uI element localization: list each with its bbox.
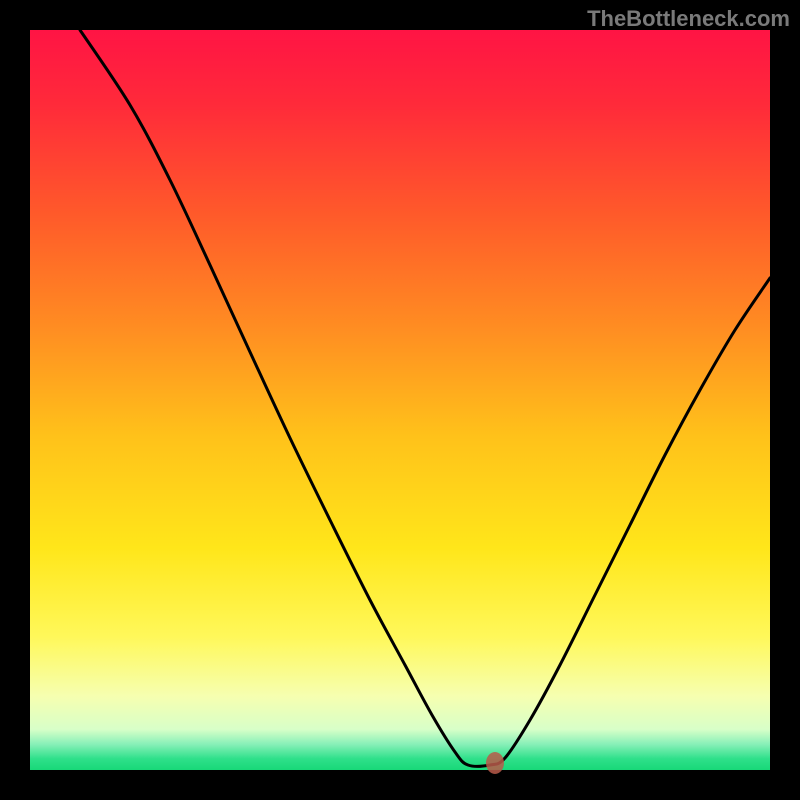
- chart-container: TheBottleneck.com: [0, 0, 800, 800]
- watermark-text: TheBottleneck.com: [587, 6, 790, 32]
- plot-gradient-area: [30, 30, 770, 770]
